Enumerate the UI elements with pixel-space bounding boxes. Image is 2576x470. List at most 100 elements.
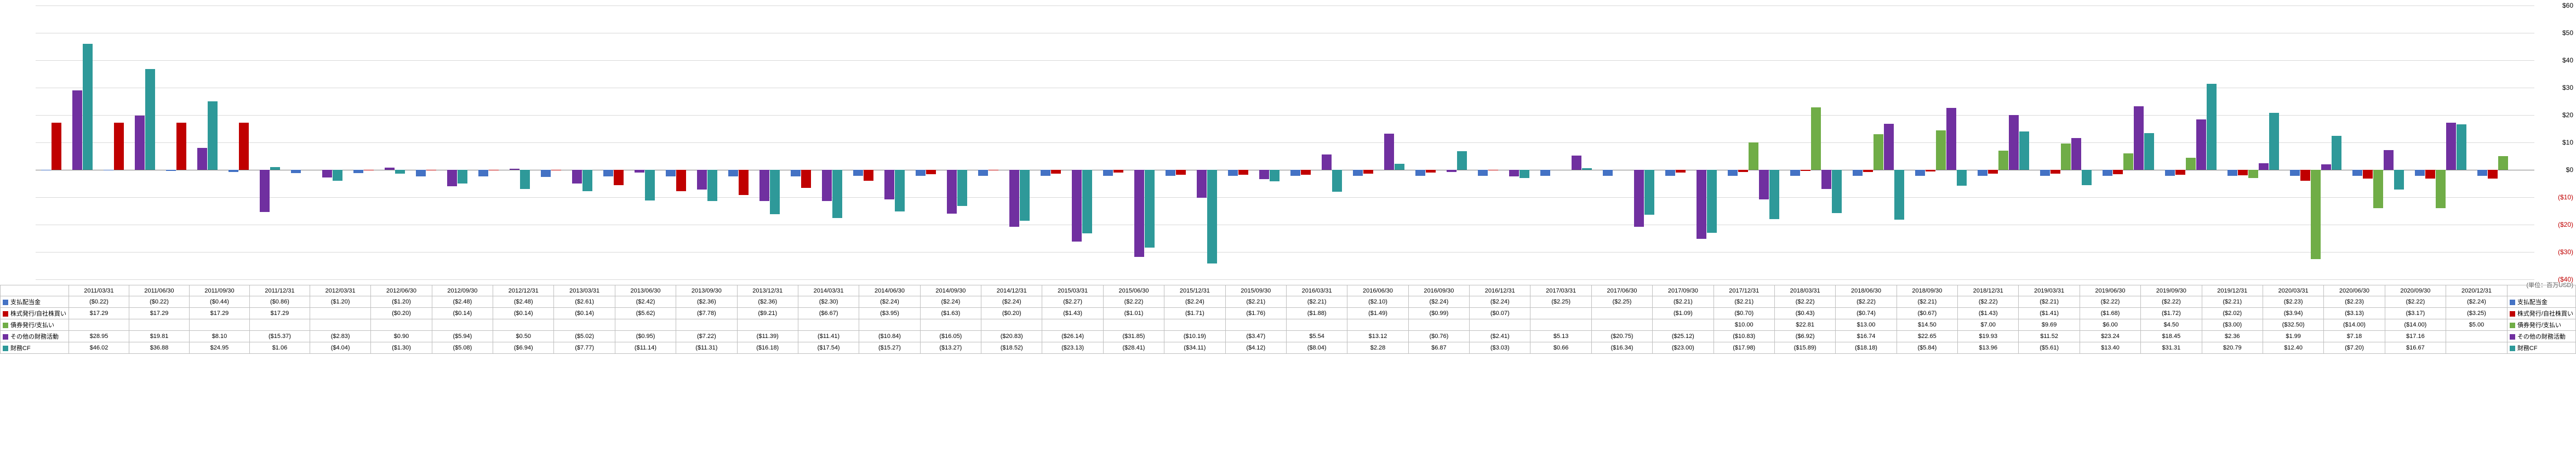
period-header: 2013/09/30 bbox=[676, 285, 737, 296]
y-tick-label: $50 bbox=[2562, 29, 2573, 37]
bar-dividends bbox=[1790, 170, 1800, 176]
bar-group bbox=[473, 5, 535, 279]
bar-debt bbox=[2186, 158, 2196, 170]
period-header: 2014/06/30 bbox=[859, 285, 920, 296]
series-label-right-debt: 債券発行/支払い bbox=[2507, 319, 2575, 331]
data-cell: ($1.76) bbox=[1225, 308, 1286, 319]
period-header: 2017/09/30 bbox=[1653, 285, 1713, 296]
data-cell: $10.00 bbox=[1713, 319, 1774, 331]
data-cell: ($1.72) bbox=[2141, 308, 2202, 319]
bar-group bbox=[2222, 5, 2284, 279]
bar-group bbox=[2035, 5, 2097, 279]
data-cell: ($2.21) bbox=[1225, 296, 1286, 308]
data-cell bbox=[1286, 319, 1347, 331]
bar-other bbox=[510, 169, 519, 170]
data-cell: ($11.41) bbox=[798, 331, 859, 342]
bar-cf bbox=[1395, 164, 1404, 170]
bar-other bbox=[1134, 170, 1144, 257]
period-header: 2015/12/31 bbox=[1164, 285, 1225, 296]
data-cell: ($25.12) bbox=[1653, 331, 1713, 342]
data-cell bbox=[1347, 319, 1408, 331]
bar-cf bbox=[395, 170, 405, 174]
bar-buyback bbox=[1863, 170, 1873, 172]
bar-group bbox=[1785, 5, 1847, 279]
bar-buyback bbox=[2238, 170, 2248, 175]
bar-cf bbox=[582, 170, 592, 191]
data-cell: $1.06 bbox=[249, 342, 310, 354]
bar-debt bbox=[2373, 170, 2383, 208]
data-cell: $7.18 bbox=[2324, 331, 2385, 342]
bar-cf bbox=[208, 101, 218, 170]
bar-other bbox=[2259, 163, 2269, 170]
bar-cf bbox=[1644, 170, 1654, 215]
bar-other bbox=[2134, 106, 2144, 170]
data-cell: ($3.13) bbox=[2324, 308, 2385, 319]
bar-dividends bbox=[291, 170, 301, 173]
data-cell: $5.00 bbox=[2446, 319, 2508, 331]
bar-group bbox=[1722, 5, 1785, 279]
data-cell: ($1.63) bbox=[920, 308, 981, 319]
data-cell bbox=[493, 319, 554, 331]
legend-swatch bbox=[3, 323, 8, 328]
period-header: 2018/12/31 bbox=[1958, 285, 2019, 296]
bar-other bbox=[135, 116, 145, 170]
bar-other bbox=[822, 170, 832, 201]
data-cell: $4.50 bbox=[2141, 319, 2202, 331]
bar-cf bbox=[895, 170, 905, 211]
data-cell: ($4.12) bbox=[1225, 342, 1286, 354]
bar-group bbox=[2472, 5, 2534, 279]
data-cell bbox=[371, 319, 432, 331]
data-cell: ($3.47) bbox=[1225, 331, 1286, 342]
bar-debt bbox=[1874, 134, 1883, 170]
data-cell: ($3.00) bbox=[2202, 319, 2263, 331]
bar-dividends bbox=[1728, 170, 1738, 176]
period-header: 2013/06/30 bbox=[615, 285, 676, 296]
data-cell: ($1.43) bbox=[1958, 308, 2019, 319]
bar-cf bbox=[2019, 131, 2029, 170]
series-label-right-buyback: 株式発行/自社株買い bbox=[2507, 308, 2575, 319]
bar-other bbox=[260, 170, 270, 212]
bar-buyback bbox=[2050, 170, 2060, 174]
series-label-right-dividends: 支払配当金 bbox=[2507, 296, 2575, 308]
data-cell: ($2.24) bbox=[920, 296, 981, 308]
data-cell: ($1.09) bbox=[1653, 308, 1713, 319]
bar-group bbox=[910, 5, 973, 279]
bar-group bbox=[1847, 5, 1910, 279]
data-cell: ($18.52) bbox=[981, 342, 1042, 354]
bar-dividends bbox=[1478, 170, 1488, 176]
bar-group bbox=[1347, 5, 1410, 279]
bar-buyback bbox=[1738, 170, 1748, 172]
period-header: 2016/03/31 bbox=[1286, 285, 1347, 296]
bar-cf bbox=[458, 170, 467, 184]
bar-other bbox=[1634, 170, 1644, 227]
data-cell: $17.29 bbox=[249, 308, 310, 319]
data-cell: ($0.44) bbox=[190, 296, 250, 308]
bar-buyback bbox=[1176, 170, 1186, 175]
data-cell: ($2.24) bbox=[859, 296, 920, 308]
bar-cf bbox=[2332, 136, 2341, 170]
bar-debt bbox=[1936, 130, 1946, 170]
y-tick-label: $20 bbox=[2562, 111, 2573, 119]
data-cell: ($3.25) bbox=[2446, 308, 2508, 319]
data-cell: $28.95 bbox=[69, 331, 129, 342]
bar-group bbox=[1160, 5, 1223, 279]
data-cell: ($1.41) bbox=[2019, 308, 2080, 319]
data-cell: ($13.27) bbox=[920, 342, 981, 354]
data-cell bbox=[737, 319, 798, 331]
data-cell: $19.93 bbox=[1958, 331, 2019, 342]
bar-buyback bbox=[1301, 170, 1311, 175]
data-cell bbox=[981, 319, 1042, 331]
bar-cf bbox=[1894, 170, 1904, 220]
legend-swatch bbox=[3, 300, 8, 305]
data-cell: ($5.84) bbox=[1897, 342, 1957, 354]
data-cell: ($2.21) bbox=[1713, 296, 1774, 308]
data-cell: ($2.21) bbox=[1286, 296, 1347, 308]
data-cell: ($7.78) bbox=[676, 308, 737, 319]
data-cell: ($2.21) bbox=[2202, 296, 2263, 308]
bar-debt bbox=[2436, 170, 2446, 208]
data-cell: ($2.21) bbox=[1653, 296, 1713, 308]
data-cell: ($4.04) bbox=[310, 342, 370, 354]
series-label-right-cf: 財務CF bbox=[2507, 342, 2575, 354]
bar-group bbox=[535, 5, 598, 279]
data-cell: ($2.24) bbox=[1164, 296, 1225, 308]
